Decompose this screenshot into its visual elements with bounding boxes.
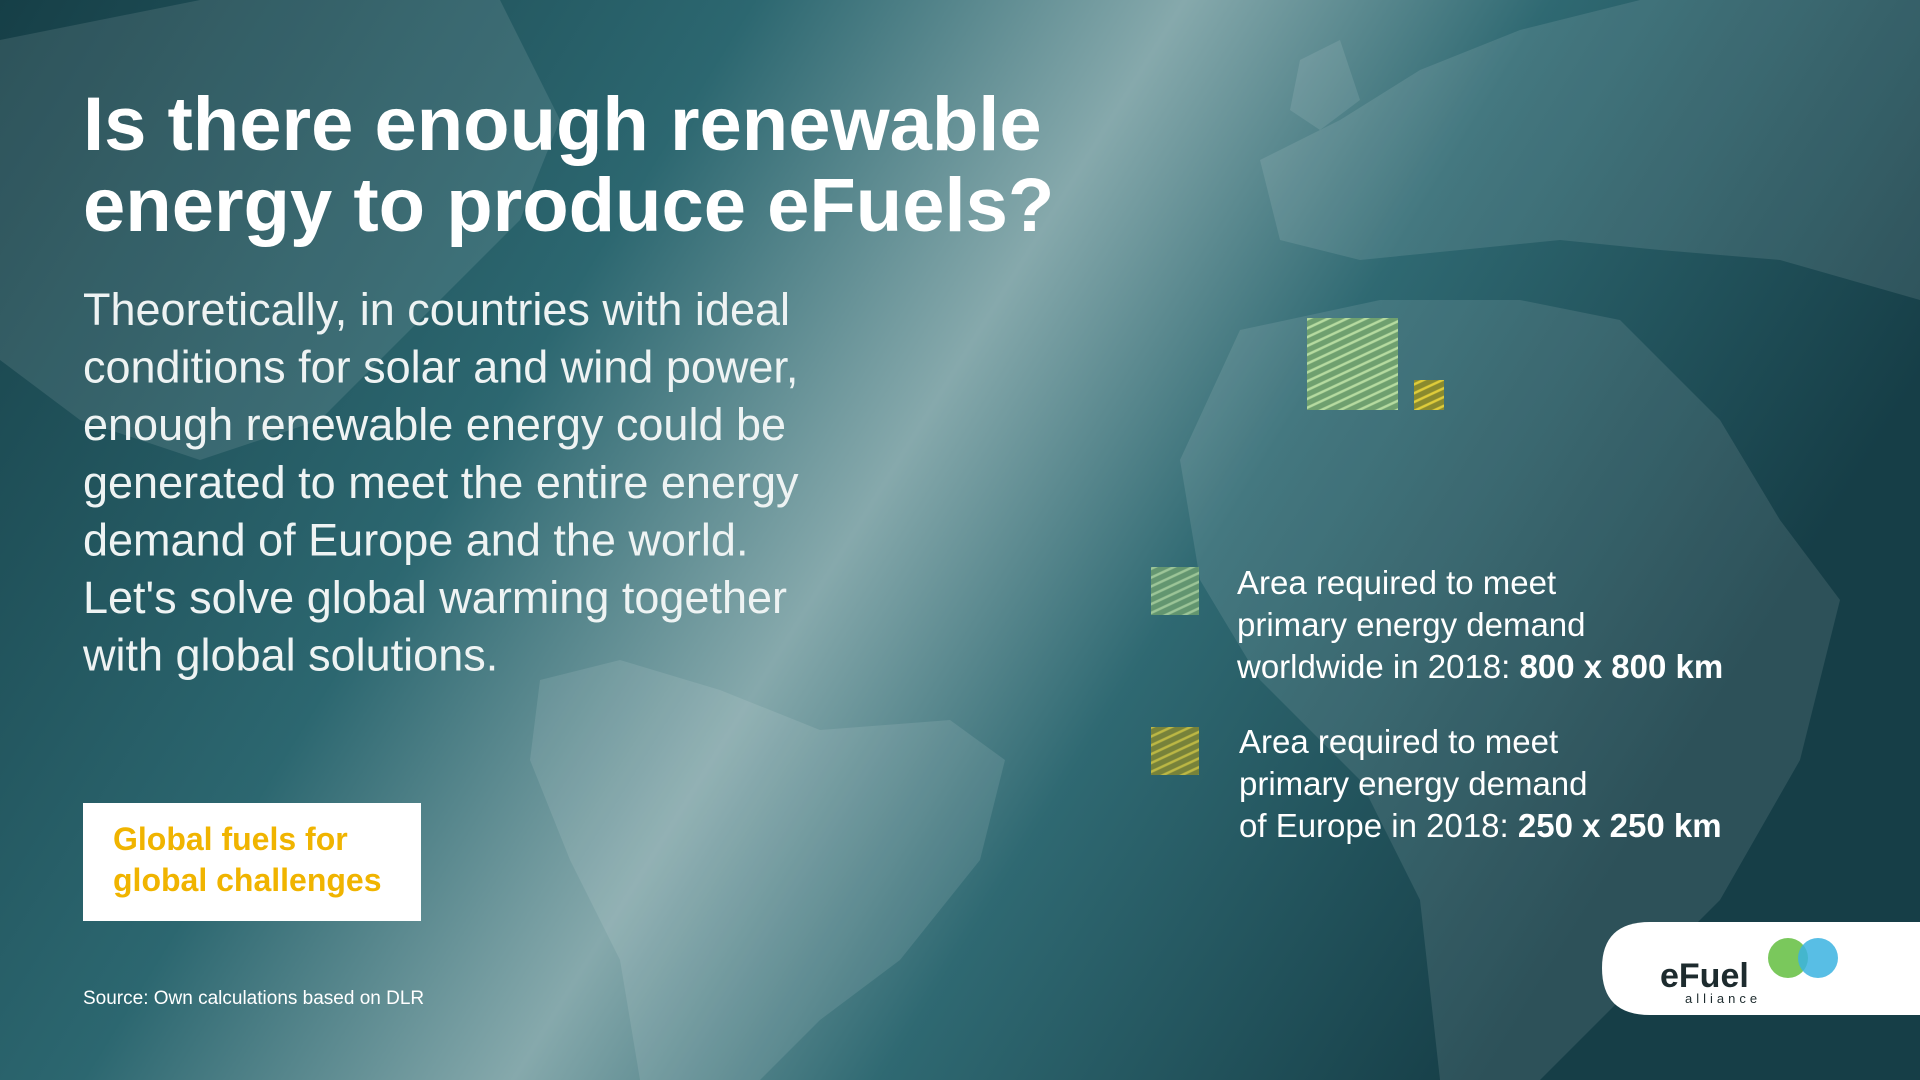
logo-sub: alliance — [1685, 991, 1761, 1006]
legend-line: Area required to meet — [1239, 723, 1558, 760]
europe-area — [1414, 380, 1444, 410]
body-line: enough renewable energy could be — [83, 399, 786, 450]
legend-text: of Europe in 2018: — [1239, 807, 1518, 844]
legend-highlight: 800 x 800 km — [1520, 648, 1724, 685]
body-line: generated to meet the entire energy — [83, 457, 799, 508]
body-line: with global solutions. — [82, 630, 498, 681]
legend-swatch — [1151, 567, 1199, 615]
legend-highlight: 250 x 250 km — [1518, 807, 1722, 844]
source: Source: Own calculations based on DLR — [83, 988, 424, 1009]
world-area — [1307, 318, 1398, 410]
logo-name: eFuel — [1660, 957, 1749, 995]
body-line: Theoretically, in countries with ideal — [83, 284, 790, 335]
body-line: Let's solve global warming together — [83, 572, 787, 623]
tagline-line: global challenges — [113, 862, 382, 898]
legend-line: worldwide in 2018: 800 x 800 km — [1236, 648, 1723, 685]
legend: Area required to meet primary energy dema… — [1236, 564, 1723, 844]
tagline-box — [83, 803, 421, 921]
legend-swatch — [1151, 727, 1199, 775]
title-line: Is there enough renewable — [83, 82, 1042, 167]
body-line: demand of Europe and the world. — [83, 514, 748, 565]
logo-box — [1602, 922, 1920, 1015]
logo-icon — [1768, 938, 1808, 978]
legend-line: primary energy demand — [1239, 765, 1588, 802]
legend-text: worldwide in 2018: — [1236, 648, 1520, 685]
legend-text: primary energy demand — [1237, 606, 1586, 643]
legend-text: primary energy demand — [1239, 765, 1588, 802]
legend-line: primary energy demand — [1237, 606, 1586, 643]
legend-line: of Europe in 2018: 250 x 250 km — [1239, 807, 1722, 844]
tagline-line: Global fuels for — [113, 821, 348, 857]
title-line: energy to produce eFuels? — [83, 163, 1054, 248]
legend-text: Area required to meet — [1237, 564, 1556, 601]
legend-line: Area required to meet — [1237, 564, 1556, 601]
logo-icon — [1798, 938, 1838, 978]
legend-text: Area required to meet — [1239, 723, 1558, 760]
body-line: conditions for solar and wind power, — [83, 342, 798, 393]
body-text: Theoretically, in countries with ideal co… — [82, 284, 799, 681]
